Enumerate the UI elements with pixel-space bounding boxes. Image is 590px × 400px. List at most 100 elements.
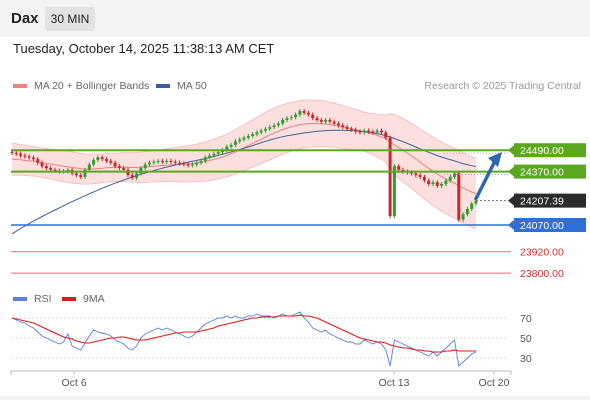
candle-body bbox=[178, 162, 182, 164]
candle-body bbox=[410, 172, 414, 174]
rsi-swatch bbox=[13, 297, 27, 301]
symbol-title: Dax bbox=[11, 10, 39, 27]
candle-body bbox=[173, 161, 177, 163]
rsi-line bbox=[11, 311, 477, 367]
candle-body bbox=[96, 157, 100, 160]
candle-body bbox=[380, 130, 383, 133]
candle-body bbox=[272, 125, 276, 128]
forecast-arrow-shaft bbox=[474, 157, 498, 201]
bollinger-upper-line bbox=[11, 99, 477, 159]
candle-body bbox=[349, 128, 353, 130]
candle-body bbox=[474, 200, 478, 204]
candle-body bbox=[79, 175, 83, 177]
rsi-tick-label: 50 bbox=[520, 333, 532, 345]
candle-body bbox=[152, 161, 156, 163]
level-badge-resistance bbox=[514, 164, 586, 179]
candle-body bbox=[358, 131, 362, 133]
candle-body bbox=[23, 155, 27, 157]
level-label-support: 24070.00 bbox=[520, 220, 564, 232]
candle-body bbox=[130, 175, 134, 178]
level-badge-resistance bbox=[514, 143, 586, 158]
candle-body bbox=[465, 209, 469, 215]
candle-body bbox=[83, 169, 87, 177]
candle-body bbox=[165, 160, 169, 162]
candle-body bbox=[251, 134, 255, 136]
candle-body bbox=[169, 160, 173, 162]
candle-body bbox=[66, 169, 70, 172]
legend-bollinger-label: MA 20 + Bollinger Bands bbox=[34, 80, 150, 92]
timestamp: Tuesday, October 14, 2025 11:38:13 AM CE… bbox=[13, 41, 275, 56]
candle-body bbox=[392, 166, 396, 217]
candle-body bbox=[19, 153, 23, 156]
candle-body bbox=[470, 203, 474, 209]
legend-rsi: RSI bbox=[13, 293, 52, 305]
candle-body bbox=[186, 164, 190, 166]
credit-text: Research © 2025 Trading Central bbox=[424, 80, 581, 92]
bollinger-lower-line bbox=[12, 146, 477, 230]
candle-body bbox=[27, 156, 31, 158]
candle-body bbox=[388, 137, 392, 217]
legend-9ma: 9MA bbox=[62, 293, 105, 305]
candle-body bbox=[255, 132, 259, 135]
rsi-ma9-line bbox=[11, 314, 476, 353]
x-axis-label: Oct 20 bbox=[479, 377, 510, 389]
candle-body bbox=[315, 118, 319, 120]
candle-body bbox=[306, 112, 310, 115]
forecast-arrow-head bbox=[488, 151, 502, 167]
candle-body bbox=[92, 160, 96, 165]
candle-body bbox=[414, 173, 418, 176]
candle-body bbox=[448, 176, 452, 181]
candle-body bbox=[422, 176, 426, 181]
rsi-tick-label: 30 bbox=[520, 353, 532, 365]
candle-body bbox=[354, 129, 358, 132]
level-label-target: 23920.00 bbox=[520, 247, 564, 259]
candle-body bbox=[302, 111, 306, 113]
price-panel: 24490.00 24370.00 24070.00 23920.00 23800.00… bbox=[10, 99, 586, 280]
level-label-resistance: 24370.00 bbox=[520, 167, 564, 179]
level-label-resistance: 24490.00 bbox=[520, 145, 564, 157]
interval-button[interactable]: 30 MIN bbox=[45, 7, 95, 31]
candle-body bbox=[113, 162, 117, 167]
candle-body bbox=[444, 180, 448, 185]
candle-body bbox=[371, 131, 375, 133]
candle-body bbox=[440, 184, 444, 186]
candle-body bbox=[233, 141, 237, 145]
candle-body bbox=[40, 162, 44, 167]
candle-body bbox=[74, 173, 78, 176]
candle-body bbox=[259, 130, 263, 133]
candle-body bbox=[203, 157, 207, 161]
candle-body bbox=[246, 136, 250, 138]
legend-9ma-label: 9MA bbox=[83, 293, 105, 305]
current-price-label: 24207.39 bbox=[520, 196, 564, 208]
x-axis: Oct 6 Oct 13 Oct 20 bbox=[10, 370, 512, 389]
candle-body bbox=[143, 164, 147, 169]
bollinger-band-fill bbox=[12, 100, 476, 229]
bottom-border bbox=[0, 396, 590, 400]
candle-body bbox=[160, 160, 164, 162]
candle-body bbox=[384, 132, 388, 138]
candle-body bbox=[268, 127, 272, 129]
legend-bollinger: MA 20 + Bollinger Bands bbox=[13, 80, 149, 92]
candle-body bbox=[367, 130, 371, 132]
rsi-panel: 30 50 70 bbox=[11, 311, 532, 367]
candle-body bbox=[285, 118, 289, 120]
candle-body bbox=[457, 173, 461, 220]
candle-body bbox=[212, 153, 216, 156]
level-label-target: 23800.00 bbox=[520, 268, 564, 280]
candle-body bbox=[32, 157, 35, 160]
candle-body bbox=[44, 166, 48, 168]
candle-body bbox=[332, 121, 336, 124]
candle-body bbox=[135, 173, 139, 178]
candle-body bbox=[375, 130, 379, 133]
candle-body bbox=[431, 182, 435, 185]
candle-body bbox=[319, 119, 323, 122]
candle-body bbox=[337, 123, 340, 126]
candle-body bbox=[298, 111, 302, 115]
candle-body bbox=[435, 182, 439, 186]
candle-body bbox=[53, 169, 57, 171]
legend-ma50: MA 50 bbox=[156, 80, 207, 92]
candle-body bbox=[87, 164, 91, 170]
candle-body bbox=[289, 117, 293, 119]
candle-body bbox=[105, 159, 108, 161]
